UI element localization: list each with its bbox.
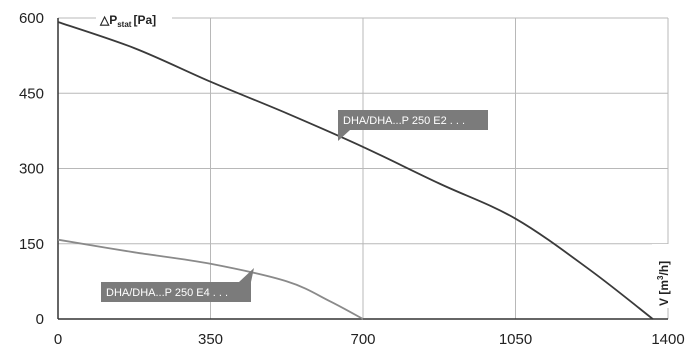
- x-axis-title-unit-close: /h]: [657, 261, 671, 276]
- x-tick-labels: 0 350 700 1050 1400: [54, 331, 685, 346]
- x-axis-title-v: V: [657, 295, 671, 306]
- label-text: DHA/DHA...P 250 E4 . . .: [106, 287, 228, 299]
- y-tick-label: 0: [36, 311, 44, 328]
- label-pointer: [338, 130, 350, 141]
- x-axis-title-bg: [652, 244, 674, 308]
- x-tick-label: 1400: [651, 331, 684, 346]
- y-tick-label: 150: [19, 236, 44, 253]
- series-labels: DHA/DHA...P 250 E2 . . . DHA/DHA...P 250 …: [101, 110, 488, 302]
- series-line-e2: [57, 21, 654, 320]
- y-axis-title: △Pstat [Pa]: [99, 13, 156, 29]
- label-pointer: [239, 268, 254, 282]
- series-label-e2: DHA/DHA...P 250 E2 . . .: [338, 110, 488, 141]
- series-lines: [57, 21, 654, 320]
- y-tick-label: 450: [19, 85, 44, 102]
- series-label-e4: DHA/DHA...P 250 E4 . . .: [101, 268, 254, 302]
- y-axis-title-bg: [96, 10, 172, 30]
- label-box: [101, 282, 251, 302]
- label-text: DHA/DHA...P 250 E2 . . .: [343, 115, 465, 127]
- y-axis-title-sub: stat: [117, 20, 132, 29]
- series-line-e4: [57, 238, 364, 320]
- x-axis-title-unit-open: [m: [657, 280, 671, 295]
- y-tick-label: 600: [19, 10, 44, 27]
- x-axis-title-sup: 3: [656, 275, 665, 280]
- x-tick-label: 350: [198, 331, 223, 346]
- y-tick-labels: 0 150 300 450 600: [19, 10, 44, 328]
- y-tick-label: 300: [19, 161, 44, 178]
- x-tick-label: 1050: [499, 331, 532, 346]
- x-tick-label: 0: [54, 331, 62, 346]
- y-axis-title-delta: △P: [99, 13, 117, 27]
- x-tick-label: 700: [350, 331, 375, 346]
- label-box: [338, 110, 488, 130]
- grid: [58, 17, 669, 319]
- y-axis-title-unit: [Pa]: [133, 13, 156, 27]
- x-axis-title: V [m3/h]: [656, 261, 671, 306]
